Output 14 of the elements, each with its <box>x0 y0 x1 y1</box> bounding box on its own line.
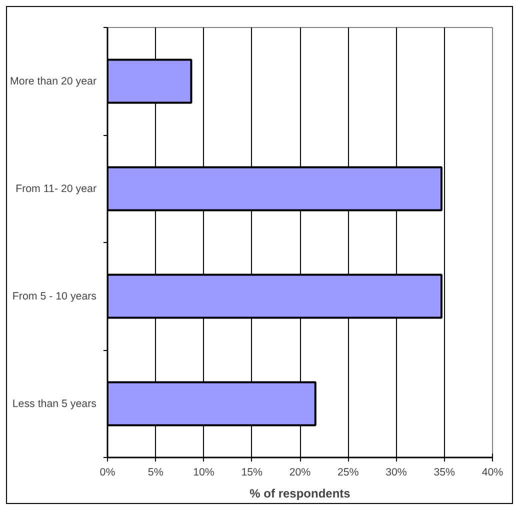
x-tick-label: 40% <box>482 466 504 478</box>
y-tick-label: More than 20 year <box>10 75 97 88</box>
x-tick-label: 10% <box>193 466 215 478</box>
x-tick-label: 5% <box>148 466 164 478</box>
x-axis-title: % of respondents <box>250 486 351 500</box>
x-tick-label: 0% <box>100 466 116 478</box>
y-tick-label: From 11- 20 year <box>16 182 97 195</box>
y-tick-label: From 5 - 10 years <box>12 290 97 302</box>
x-tick-label: 30% <box>386 466 408 478</box>
x-tick-label: 25% <box>337 466 360 478</box>
y-tick-label: Less than 5 years <box>12 398 97 410</box>
x-tick-label: 20% <box>289 466 312 478</box>
x-tick-label: 35% <box>434 466 456 478</box>
x-tick-label: 15% <box>241 466 264 478</box>
